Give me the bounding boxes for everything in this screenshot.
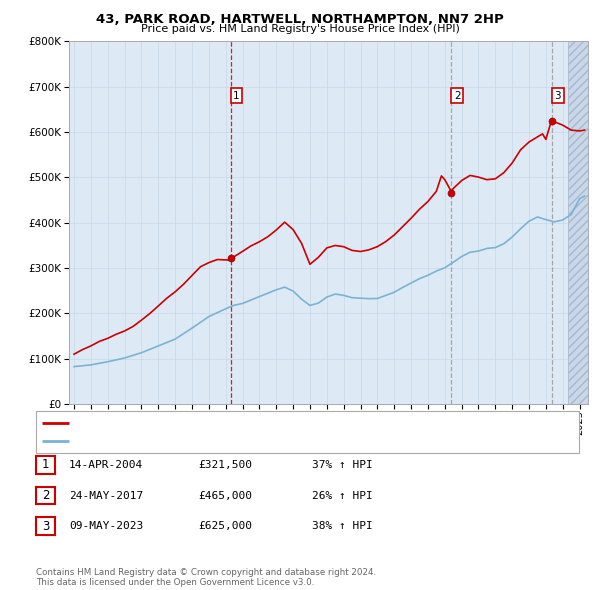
Text: 09-MAY-2023: 09-MAY-2023	[69, 522, 143, 531]
Text: 3: 3	[42, 520, 49, 533]
Bar	[568, 41, 588, 404]
Text: £625,000: £625,000	[198, 522, 252, 531]
Text: 14-APR-2004: 14-APR-2004	[69, 460, 143, 470]
Text: 26% ↑ HPI: 26% ↑ HPI	[312, 491, 373, 500]
Text: £465,000: £465,000	[198, 491, 252, 500]
Text: 43, PARK ROAD, HARTWELL, NORTHAMPTON, NN7 2HP (detached house): 43, PARK ROAD, HARTWELL, NORTHAMPTON, NN…	[75, 418, 452, 428]
Text: 37% ↑ HPI: 37% ↑ HPI	[312, 460, 373, 470]
Text: Contains HM Land Registry data © Crown copyright and database right 2024.: Contains HM Land Registry data © Crown c…	[36, 568, 376, 577]
Text: HPI: Average price, detached house, West Northamptonshire: HPI: Average price, detached house, West…	[75, 436, 392, 446]
Text: 24-MAY-2017: 24-MAY-2017	[69, 491, 143, 500]
Text: Price paid vs. HM Land Registry's House Price Index (HPI): Price paid vs. HM Land Registry's House …	[140, 24, 460, 34]
Text: This data is licensed under the Open Government Licence v3.0.: This data is licensed under the Open Gov…	[36, 578, 314, 587]
Text: 2: 2	[42, 489, 49, 502]
Text: 2: 2	[454, 91, 460, 101]
Text: 43, PARK ROAD, HARTWELL, NORTHAMPTON, NN7 2HP: 43, PARK ROAD, HARTWELL, NORTHAMPTON, NN…	[96, 13, 504, 26]
Bar	[568, 41, 588, 404]
Text: 3: 3	[554, 91, 561, 101]
Text: £321,500: £321,500	[198, 460, 252, 470]
Text: 1: 1	[233, 91, 240, 101]
Text: 1: 1	[42, 458, 49, 471]
Text: 38% ↑ HPI: 38% ↑ HPI	[312, 522, 373, 531]
